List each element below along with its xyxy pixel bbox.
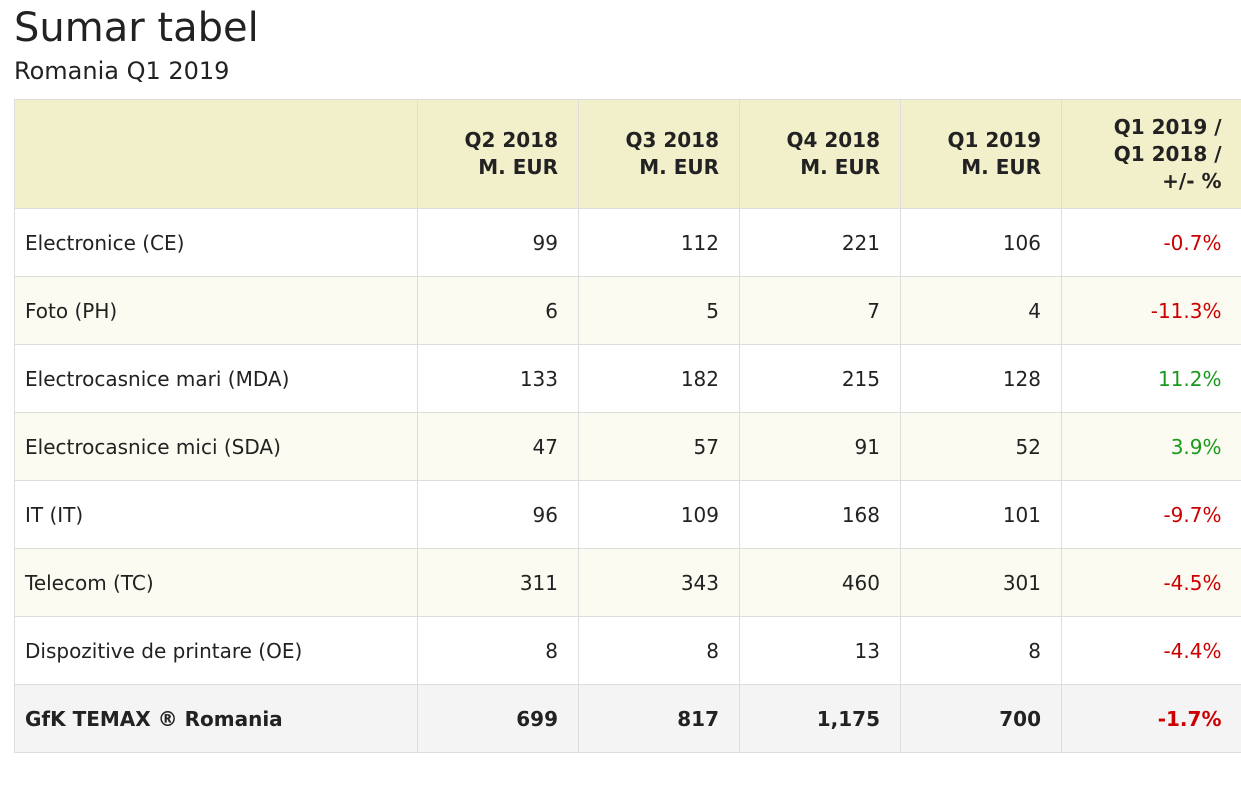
- value-cell-q4-2018: 221: [739, 208, 901, 277]
- value-cell-q3-2018: 57: [578, 412, 740, 481]
- column-header-line: Q2 2018: [464, 128, 558, 152]
- row-label: Electrocasnice mari (MDA): [14, 344, 418, 413]
- value-cell-q2-2018: 8: [417, 616, 579, 685]
- value-cell-q3-2018: 817: [578, 684, 740, 753]
- value-cell-q1-2019: 52: [900, 412, 1062, 481]
- change-cell: -4.4%: [1061, 616, 1241, 685]
- header-q3-2018: Q3 2018 M. EUR: [578, 99, 740, 209]
- column-header-line: Q1 2018 /: [1113, 141, 1222, 166]
- row-label: Foto (PH): [14, 276, 418, 345]
- column-header-line: Q3 2018: [625, 128, 719, 152]
- value-cell-q1-2019: 8: [900, 616, 1062, 685]
- table-body: Electronice (CE) 99 112 221 106 -0.7% Foto (PH…: [14, 208, 1241, 753]
- value-cell-q3-2018: 8: [578, 616, 740, 685]
- value-cell-q2-2018: 99: [417, 208, 579, 277]
- column-header-line: M. EUR: [961, 155, 1041, 179]
- header-q1-2019: Q1 2019 M. EUR: [900, 99, 1062, 209]
- row-label: GfK TEMAX ® Romania: [14, 684, 418, 753]
- value-cell-q3-2018: 182: [578, 344, 740, 413]
- table-row: Foto (PH) 6 5 7 4 -11.3%: [14, 276, 1241, 345]
- value-cell-q1-2019: 301: [900, 548, 1062, 617]
- page-subtitle: Romania Q1 2019: [14, 57, 230, 85]
- value-cell-q1-2019: 4: [900, 276, 1062, 345]
- value-cell-q1-2019: 700: [900, 684, 1062, 753]
- row-label: IT (IT): [14, 480, 418, 549]
- change-cell: -9.7%: [1061, 480, 1241, 549]
- column-header-line: Q4 2018: [786, 128, 880, 152]
- table-row: Electrocasnice mari (MDA) 133 182 215 128 11.…: [14, 344, 1241, 413]
- value-cell-q1-2019: 106: [900, 208, 1062, 277]
- table-row: IT (IT) 96 109 168 101 -9.7%: [14, 480, 1241, 549]
- column-header-line: M. EUR: [639, 155, 719, 179]
- change-cell: -0.7%: [1061, 208, 1241, 277]
- row-label: Electronice (CE): [14, 208, 418, 277]
- table-row: Dispozitive de printare (OE) 8 8 13 8 -4.4%: [14, 616, 1241, 685]
- value-cell-q3-2018: 343: [578, 548, 740, 617]
- change-cell: -4.5%: [1061, 548, 1241, 617]
- header-row: Q2 2018 M. EUR Q3 2018 M. EUR Q4 2018 M. EUR Q…: [14, 99, 1241, 209]
- page-title: Sumar tabel: [14, 5, 259, 51]
- value-cell-q2-2018: 133: [417, 344, 579, 413]
- value-cell-q2-2018: 311: [417, 548, 579, 617]
- value-cell-q4-2018: 13: [739, 616, 901, 685]
- value-cell-q3-2018: 112: [578, 208, 740, 277]
- value-cell-q4-2018: 91: [739, 412, 901, 481]
- summary-table: Q2 2018 M. EUR Q3 2018 M. EUR Q4 2018 M. EUR Q…: [14, 99, 1241, 753]
- header-category: [14, 99, 418, 209]
- row-label: Dispozitive de printare (OE): [14, 616, 418, 685]
- value-cell-q4-2018: 168: [739, 480, 901, 549]
- value-cell-q2-2018: 47: [417, 412, 579, 481]
- change-cell: 11.2%: [1061, 344, 1241, 413]
- change-cell: -1.7%: [1061, 684, 1241, 753]
- column-header-line: M. EUR: [478, 155, 558, 179]
- value-cell-q2-2018: 699: [417, 684, 579, 753]
- column-header-line: Q1 2019 /: [1113, 114, 1222, 139]
- value-cell-q3-2018: 5: [578, 276, 740, 345]
- total-row: GfK TEMAX ® Romania 699 817 1,175 700 -1.7%: [14, 684, 1241, 753]
- change-cell: 3.9%: [1061, 412, 1241, 481]
- value-cell-q2-2018: 6: [417, 276, 579, 345]
- value-cell-q3-2018: 109: [578, 480, 740, 549]
- column-header-line: M. EUR: [800, 155, 880, 179]
- value-cell-q4-2018: 7: [739, 276, 901, 345]
- value-cell-q1-2019: 128: [900, 344, 1062, 413]
- row-label: Electrocasnice mici (SDA): [14, 412, 418, 481]
- header-change: Q1 2019 /Q1 2018 /+/- %: [1061, 99, 1241, 209]
- change-cell: -11.3%: [1061, 276, 1241, 345]
- value-cell-q1-2019: 101: [900, 480, 1062, 549]
- value-cell-q4-2018: 1,175: [739, 684, 901, 753]
- column-header-line: +/- %: [1162, 168, 1222, 193]
- header-q2-2018: Q2 2018 M. EUR: [417, 99, 579, 209]
- value-cell-q4-2018: 460: [739, 548, 901, 617]
- column-header-line: Q1 2019: [947, 128, 1041, 152]
- table-header: Q2 2018 M. EUR Q3 2018 M. EUR Q4 2018 M. EUR Q…: [14, 99, 1241, 209]
- table-row: Telecom (TC) 311 343 460 301 -4.5%: [14, 548, 1241, 617]
- table-row: Electrocasnice mici (SDA) 47 57 91 52 3.9%: [14, 412, 1241, 481]
- row-label: Telecom (TC): [14, 548, 418, 617]
- header-q4-2018: Q4 2018 M. EUR: [739, 99, 901, 209]
- value-cell-q2-2018: 96: [417, 480, 579, 549]
- table-row: Electronice (CE) 99 112 221 106 -0.7%: [14, 208, 1241, 277]
- value-cell-q4-2018: 215: [739, 344, 901, 413]
